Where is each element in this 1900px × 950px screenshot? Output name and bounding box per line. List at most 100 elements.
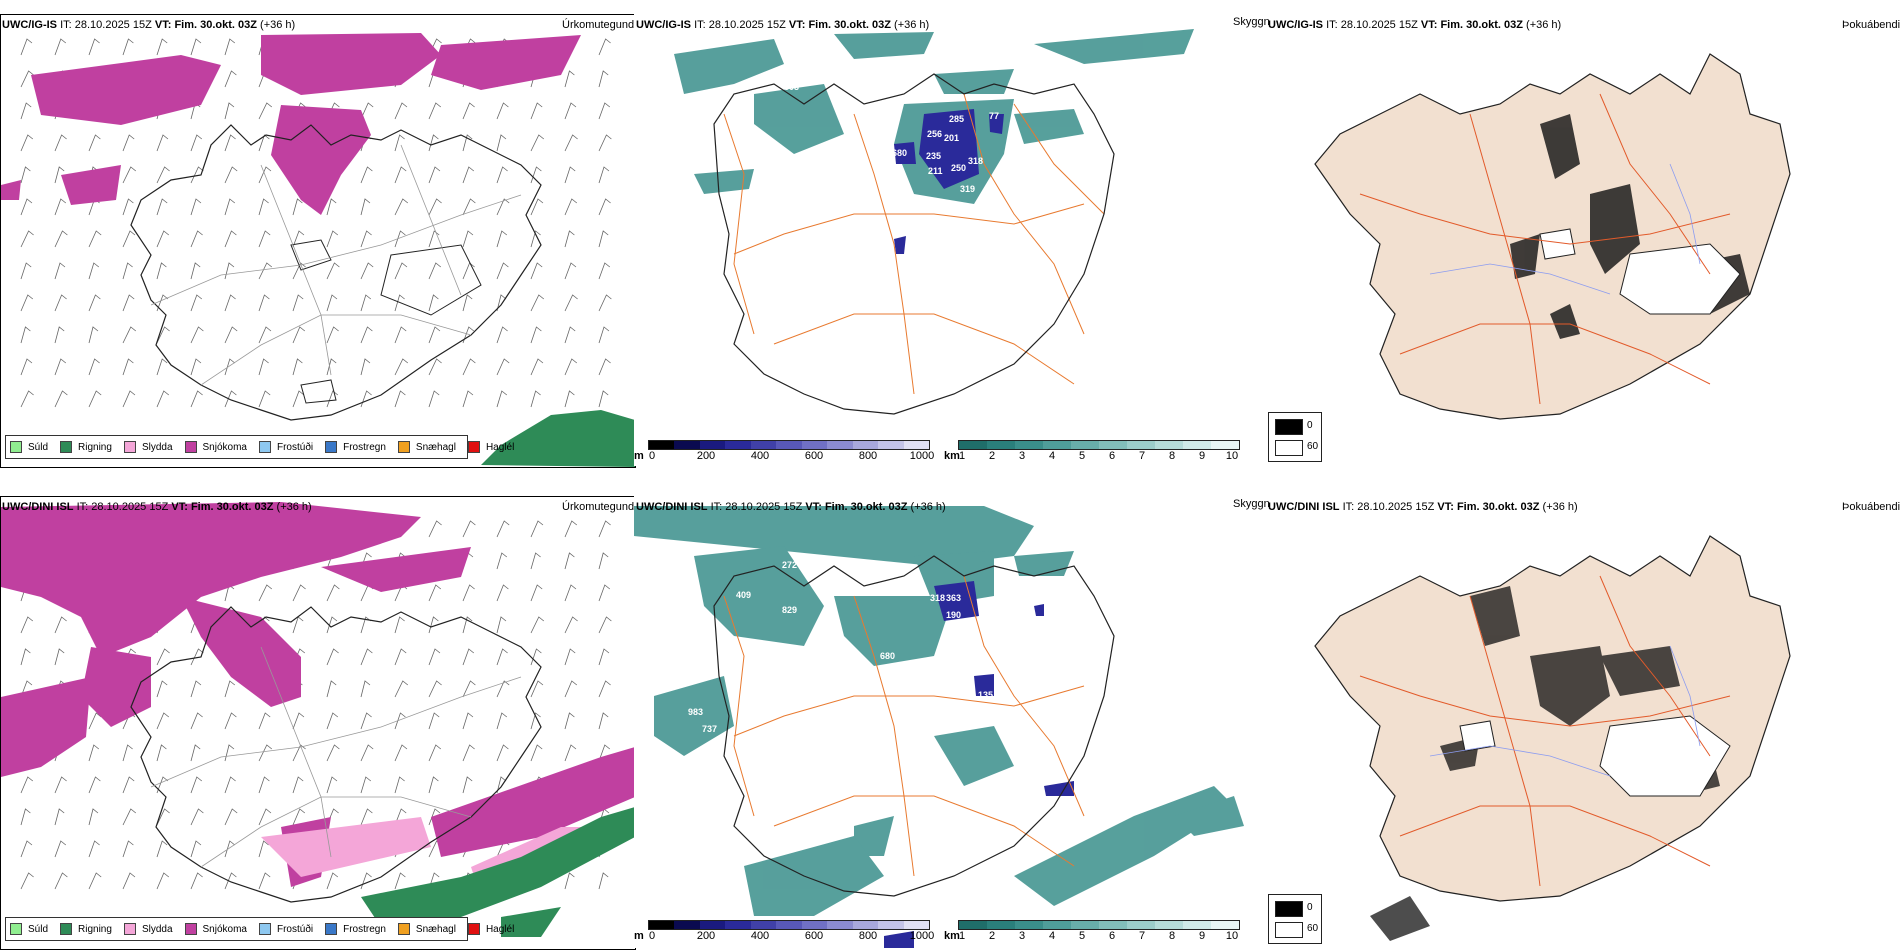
- legend-swatch: [184, 441, 197, 453]
- wind-barb: [394, 776, 405, 794]
- wind-barb: [20, 230, 34, 248]
- wind-barb: [462, 166, 475, 184]
- wind-barb: [496, 326, 508, 344]
- fog-panel-top: [1270, 14, 1900, 466]
- wind-barb: [564, 102, 577, 120]
- visibility-scale: km 1 2 3 4 5 6 7 8 9 10: [944, 918, 1244, 942]
- wind-barb: [564, 166, 576, 184]
- wind-barb: [88, 358, 100, 376]
- legend-item: Snjókoma: [184, 441, 247, 453]
- low-ceiling-areas: [894, 109, 1004, 254]
- wind-barb: [394, 390, 406, 408]
- wind-barb: [530, 294, 545, 312]
- wind-barb: [530, 552, 541, 570]
- scale-tick: 9: [1198, 450, 1206, 462]
- wind-barb: [530, 744, 543, 762]
- wind-barb: [462, 294, 473, 312]
- wind-barb: [360, 648, 373, 666]
- wind-barb: [122, 808, 137, 826]
- wind-barb: [156, 358, 168, 376]
- precip-panel-bottom: Súld Rigning Slydda Snjókoma Frostúði Frostre…: [0, 496, 636, 950]
- wind-barb: [462, 326, 475, 344]
- scale-tick: 5: [1078, 930, 1086, 942]
- wind-barb: [190, 680, 202, 698]
- wind-barb: [20, 134, 34, 152]
- wind-barb: [530, 616, 545, 634]
- wind-barb: [190, 230, 203, 248]
- scale-tick: 400: [750, 450, 770, 462]
- wind-barb: [496, 390, 508, 408]
- wind-barb: [394, 102, 408, 120]
- wind-barb: [428, 776, 439, 794]
- wind-barb: [564, 198, 578, 216]
- legend-swatch: [325, 923, 338, 935]
- scale-tick: 0: [648, 450, 656, 462]
- wind-barb: [496, 776, 507, 794]
- legend-label: Snæhagl: [415, 441, 456, 453]
- wind-barb: [564, 680, 578, 698]
- wind-barb: [88, 712, 102, 730]
- wind-barb: [54, 294, 67, 312]
- wind-barb: [326, 872, 339, 890]
- visibility-panel-bottom: 409 829 272 318 363 190 680 135 983 737: [634, 496, 1269, 948]
- wind-barb: [122, 390, 136, 408]
- legend-label: Frostúði: [276, 923, 314, 935]
- legend-item: Slydda: [123, 923, 173, 935]
- wind-barb: [462, 744, 475, 762]
- wind-barb: [258, 262, 273, 280]
- wind-barb: [462, 230, 474, 248]
- wind-barb: [428, 390, 440, 408]
- wind-barb: [190, 744, 201, 762]
- snow-areas: [1, 502, 635, 887]
- precip-legend: Súld Rigning Slydda Snjókoma Frostúði Frostre…: [5, 435, 514, 459]
- wind-barb: [530, 390, 541, 408]
- legend-label: Haglél: [485, 441, 515, 453]
- panel-header: UWC/IG-IS IT: 28.10.2025 15Z VT: Fim. 30…: [2, 19, 296, 31]
- visibility-panel-top: 503 285 201 256 235 318 211 250 319 77 6…: [634, 14, 1269, 466]
- wind-barb: [530, 680, 544, 698]
- wind-barb: [88, 326, 99, 344]
- wind-barb: [326, 776, 338, 794]
- wind-barb: [258, 390, 271, 408]
- wind-barb: [598, 326, 610, 344]
- ceiling-scale: m 0 200 400 600 800 1000: [634, 438, 934, 462]
- wind-barb: [88, 38, 100, 56]
- wind-barb: [428, 744, 442, 762]
- wind-barb: [20, 776, 34, 794]
- wind-barb: [496, 552, 508, 570]
- legend-item: Frostregn: [325, 923, 386, 935]
- legend-label: Súld: [28, 441, 49, 453]
- legend-swatch: [397, 923, 410, 935]
- precip-title: Úrkomutegund: [562, 501, 635, 513]
- wind-barb: [564, 134, 578, 152]
- wind-barb: [54, 198, 67, 216]
- panel-header: UWC/DINI ISL IT: 28.10.2025 15Z VT: Fim.…: [636, 501, 946, 513]
- legend-label: Frostúði: [276, 441, 314, 453]
- wind-barb: [428, 198, 442, 216]
- wind-barb: [428, 102, 442, 120]
- wind-barb: [360, 262, 374, 280]
- wind-barb: [224, 294, 236, 312]
- wind-barb: [122, 872, 136, 890]
- legend-label: Frostregn: [343, 441, 386, 453]
- scale-tick: 200: [696, 450, 716, 462]
- visibility-map-bottom: 409 829 272 318 363 190 680 135 983 737: [634, 506, 1244, 948]
- wind-barb: [88, 744, 100, 762]
- wind-barb: [88, 390, 102, 408]
- visibility-labels: 409 829 272 318 363 190 680 135 983 737: [688, 560, 993, 734]
- wind-barb: [88, 230, 102, 248]
- wind-barb: [428, 680, 442, 698]
- wind-barb: [598, 648, 610, 666]
- visibility-label: 318: [968, 156, 983, 166]
- wind-barb: [88, 134, 101, 152]
- wind-barb: [360, 744, 374, 762]
- wind-barb: [190, 294, 203, 312]
- roads: [150, 646, 522, 868]
- scale-tick: 9: [1198, 930, 1206, 942]
- wind-barb: [564, 712, 575, 730]
- visibility-label: 503: [784, 82, 799, 92]
- precip-map-top: [1, 33, 635, 467]
- low-visibility-areas: [674, 29, 1194, 204]
- scale-tick: 200: [696, 930, 716, 942]
- wind-barb: [224, 872, 237, 890]
